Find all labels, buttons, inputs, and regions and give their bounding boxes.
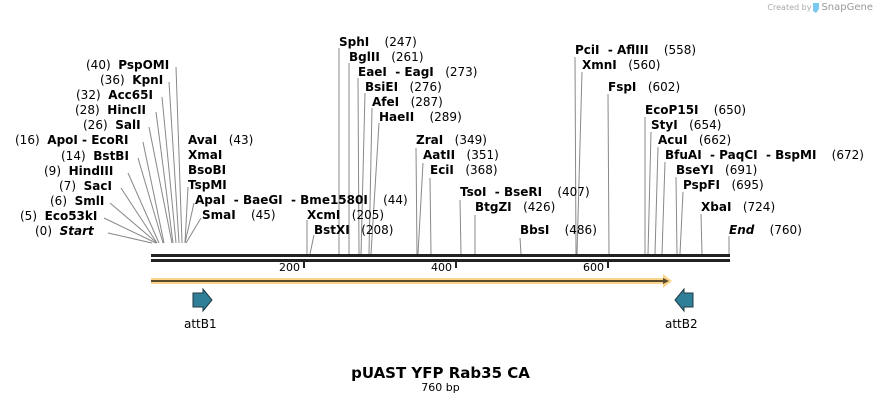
- site-tspmi[interactable]: TspMI: [188, 178, 227, 192]
- tick-label-600: 600: [583, 261, 604, 274]
- site-bfuai-paqci-bspmi[interactable]: BfuAI - PaqCI - BspMI (672): [665, 148, 864, 162]
- site-tsoi-bseri[interactable]: TsoI - BseRI (407): [460, 185, 590, 199]
- site-bglii[interactable]: BglII (261): [349, 50, 424, 64]
- site-bstxi[interactable]: BstXI (208): [314, 223, 394, 237]
- site-pcii-afliii[interactable]: PciI - AflIII (558): [575, 43, 697, 57]
- site-sali[interactable]: (26) SalI: [83, 118, 141, 132]
- site-end[interactable]: End (760): [729, 223, 802, 237]
- site-eco53ki[interactable]: (5) Eco53kI: [20, 209, 98, 223]
- tick-400: [455, 262, 457, 268]
- site-pspfi[interactable]: PspFI (695): [683, 178, 764, 192]
- site-zrai[interactable]: ZraI (349): [416, 133, 487, 147]
- backbone-bottom-strand: [151, 259, 730, 262]
- site-bbsi[interactable]: BbsI (486): [520, 223, 597, 237]
- attb1-label: attB1: [184, 317, 217, 331]
- plasmid-length: 760 bp: [421, 381, 460, 394]
- site-eaei-eagi[interactable]: EaeI - EagI (273): [358, 65, 478, 79]
- site-styi[interactable]: StyI (654): [651, 118, 722, 132]
- snapgene-logo-icon: [813, 2, 820, 13]
- plasmid-title: pUAST YFP Rab35 CA: [351, 364, 530, 382]
- site-haeii[interactable]: HaeII (289): [379, 110, 462, 124]
- site-kpni[interactable]: (36) KpnI: [100, 73, 164, 87]
- orf-arrow[interactable]: [151, 274, 672, 288]
- site-acc65i[interactable]: (32) Acc65I: [76, 88, 153, 102]
- site-hincii[interactable]: (28) HincII: [75, 103, 147, 117]
- site-smai[interactable]: SmaI (45): [202, 208, 276, 222]
- credit-prefix: Created by: [767, 3, 812, 12]
- site-start[interactable]: (0) Start: [35, 224, 94, 238]
- snapgene-credit: Created by SnapGene: [767, 2, 873, 13]
- attb1-feature-arrow[interactable]: [192, 287, 213, 313]
- site-xmai[interactable]: XmaI: [188, 148, 223, 162]
- tick-200: [303, 262, 305, 268]
- backbone-top-strand: [151, 254, 730, 257]
- site-btgzi[interactable]: BtgZI (426): [475, 200, 556, 214]
- tick-label-200: 200: [279, 261, 300, 274]
- site-aatii[interactable]: AatII (351): [423, 148, 499, 162]
- attb2-label: attB2: [665, 317, 698, 331]
- credit-brand: SnapGene: [821, 2, 873, 13]
- site-acui[interactable]: AcuI (662): [658, 133, 732, 147]
- site-xbai[interactable]: XbaI (724): [701, 200, 776, 214]
- site-hindiii[interactable]: (9) HindIII: [44, 164, 114, 178]
- site-ecop15i[interactable]: EcoP15I (650): [645, 103, 747, 117]
- site-apoi-ecori[interactable]: (16) ApoI - EcoRI: [15, 133, 129, 147]
- tick-label-400: 400: [431, 261, 452, 274]
- site-fspi[interactable]: FspI (602): [608, 80, 681, 94]
- site-xmni[interactable]: XmnI (560): [582, 58, 661, 72]
- site-ecii[interactable]: EciI (368): [430, 163, 498, 177]
- site-pspomi[interactable]: (40) PspOMI: [86, 58, 170, 72]
- tick-600: [607, 262, 609, 268]
- site-apai-baegi-bme1580i[interactable]: ApaI - BaeGI - Bme1580I (44): [195, 193, 408, 207]
- site-bstbi[interactable]: (14) BstBI: [61, 149, 129, 163]
- attb2-feature-arrow[interactable]: [674, 287, 694, 313]
- site-bsiei[interactable]: BsiEI (276): [365, 80, 442, 94]
- site-afei[interactable]: AfeI (287): [372, 95, 443, 109]
- site-avai[interactable]: AvaI (43): [188, 133, 254, 147]
- site-sphi[interactable]: SphI (247): [339, 35, 417, 49]
- site-smli[interactable]: (6) SmlI: [50, 194, 105, 208]
- site-xcmi[interactable]: XcmI (205): [307, 208, 385, 222]
- site-bseyi[interactable]: BseYI (691): [676, 163, 758, 177]
- site-connectors: [103, 48, 730, 255]
- site-saci[interactable]: (7) SacI: [59, 179, 112, 193]
- site-bsobi[interactable]: BsoBI: [188, 163, 227, 177]
